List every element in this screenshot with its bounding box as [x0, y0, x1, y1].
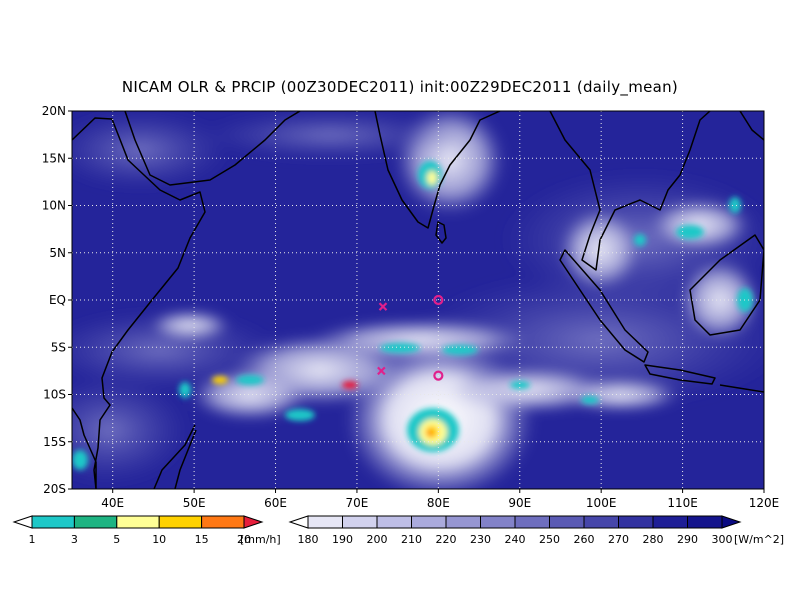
colorbar-bin — [376, 515, 412, 529]
colorbar-label: 290 — [677, 533, 698, 546]
colorbar-unit: [W/m^2] — [734, 533, 784, 546]
lat-tick-label: 20S — [43, 482, 66, 496]
indochina-coast — [549, 111, 711, 271]
colorbar-label: 20 — [237, 533, 251, 546]
lon-tick-label: 60E — [264, 496, 287, 510]
map-axes: 20N 15N 10N 5N EQ 5S 10S 15S 20S 40E 50E 60E 70E 80E 9… — [42, 104, 780, 510]
arabia-coast — [124, 111, 301, 186]
storm-markers — [377, 294, 444, 381]
colorbar-label: 230 — [470, 533, 491, 546]
africa-coast — [72, 117, 206, 489]
x-marker — [378, 302, 388, 311]
colorbar-bin — [307, 515, 343, 529]
colorbar-bin — [583, 515, 619, 529]
colorbar-label: 10 — [152, 533, 166, 546]
colorbar-bin — [549, 515, 585, 529]
colorbar-label: 300 — [712, 533, 733, 546]
colorbar-bin — [687, 515, 723, 529]
colorbar-bin — [480, 515, 516, 529]
colorbar-label: 200 — [367, 533, 388, 546]
x-marker — [377, 366, 386, 376]
colorbar-label: 270 — [608, 533, 629, 546]
lon-tick-label: 120E — [749, 496, 780, 510]
cloud-layer — [72, 111, 764, 489]
colorbar-low-arrow — [288, 515, 309, 529]
colorbar-label: 190 — [332, 533, 353, 546]
madagascar — [153, 424, 197, 489]
colorbar-label: 3 — [71, 533, 78, 546]
lat-tick-label: 10N — [42, 199, 66, 213]
colorbar-label: 260 — [574, 533, 595, 546]
lat-tick-label: 15N — [42, 151, 66, 165]
lat-tick-label: 15S — [43, 435, 66, 449]
o-marker — [433, 370, 444, 381]
lon-tick-label: 80E — [427, 496, 450, 510]
colorbar-unit: [mm/h] — [240, 533, 281, 546]
lesser-sunda — [719, 384, 764, 393]
colorbar-high-arrow — [243, 515, 264, 529]
lat-tick-label: 10S — [43, 388, 66, 402]
colorbar-bin — [652, 515, 688, 529]
colorbar-bin — [445, 515, 481, 529]
o-marker — [433, 294, 444, 306]
colorbar-bin — [201, 515, 245, 529]
map-field — [72, 111, 764, 489]
colorbar-label: 280 — [643, 533, 664, 546]
lat-tick-label: EQ — [49, 293, 66, 307]
colorbar-label: 210 — [401, 533, 422, 546]
colorbar-label: 240 — [505, 533, 526, 546]
colorbar-bin — [514, 515, 550, 529]
lon-tick-label: 90E — [508, 496, 531, 510]
sumatra — [559, 249, 649, 363]
lon-tick-label: 50E — [183, 496, 206, 510]
colorbar-label: 220 — [436, 533, 457, 546]
colorbar-bin — [73, 515, 118, 529]
colorbar-label: 15 — [195, 533, 209, 546]
colorbar-label: 5 — [113, 533, 120, 546]
lon-tick-label: 100E — [586, 496, 617, 510]
lat-tick-label: 5S — [51, 340, 66, 354]
colorbar-label: 1 — [29, 533, 36, 546]
colorbar-bin — [116, 515, 160, 529]
sri-lanka — [435, 221, 447, 244]
colorbar-low-arrow — [12, 515, 33, 529]
olr-colorbar: 180 190 200 210 220 230 240 250 260 270 280 290 300[… — [288, 515, 784, 546]
lon-tick-label: 40E — [101, 496, 124, 510]
india-coast — [374, 111, 501, 229]
java — [644, 364, 716, 385]
lat-tick-label: 20N — [42, 104, 66, 118]
map-title: NICAM OLR & PRCIP (00Z30DEC2011) init:00… — [121, 78, 679, 96]
colorbar-label: 250 — [539, 533, 560, 546]
precip-colorbar: 1 3 5 10 15 20[mm/h] — [12, 515, 281, 546]
colorbar-label: 180 — [298, 533, 319, 546]
lon-tick-label: 110E — [667, 496, 698, 510]
colorbar-bin — [411, 515, 447, 529]
lon-tick-label: 70E — [346, 496, 369, 510]
colorbar-bin — [618, 515, 654, 529]
colorbar-bin — [342, 515, 378, 529]
colorbar-bin — [158, 515, 203, 529]
gridlines — [72, 111, 764, 489]
philippines-edge — [739, 111, 764, 141]
lat-tick-label: 5N — [49, 246, 66, 260]
colorbar-high-arrow — [721, 515, 742, 529]
colorbar-bin — [31, 515, 75, 529]
